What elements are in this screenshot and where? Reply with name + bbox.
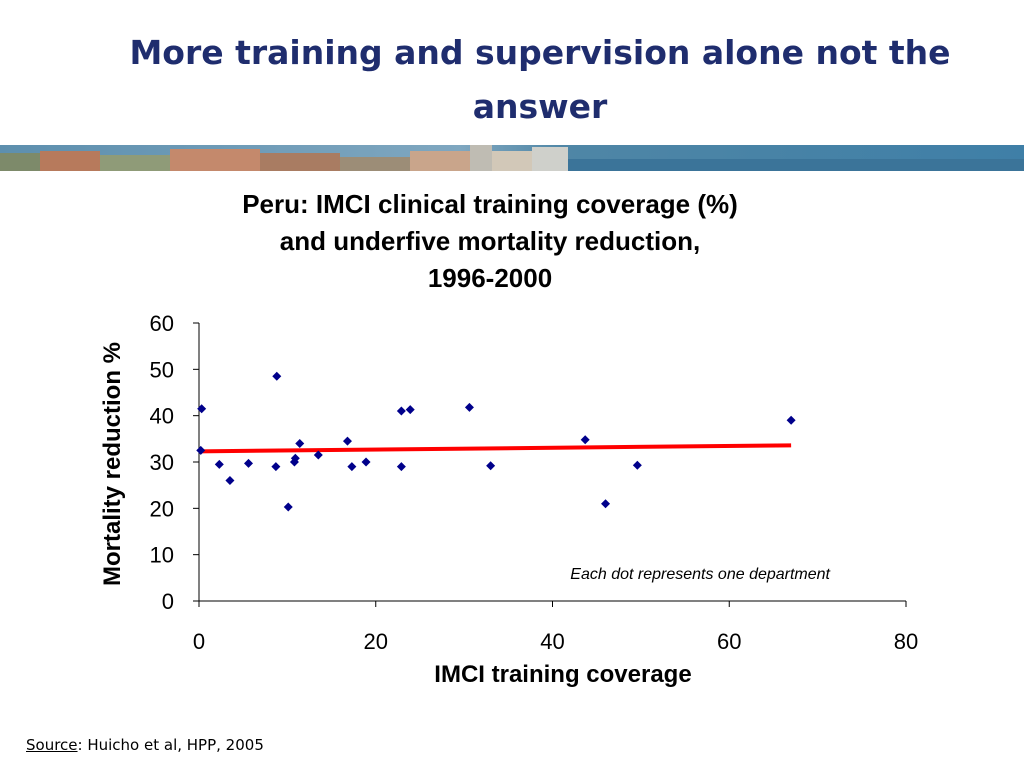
x-tick-label: 0 bbox=[193, 629, 205, 654]
x-tick-label: 60 bbox=[717, 629, 741, 654]
data-point bbox=[214, 459, 224, 469]
chart-title-line: Peru: IMCI clinical training coverage (%… bbox=[242, 189, 738, 219]
data-point bbox=[601, 499, 611, 509]
data-points bbox=[196, 371, 796, 512]
y-tick-label: 50 bbox=[150, 357, 174, 382]
data-point bbox=[225, 476, 235, 486]
y-tick-label: 10 bbox=[150, 543, 174, 568]
y-axis-ticks: 0 10 20 30 40 50 60 bbox=[150, 311, 199, 614]
data-point bbox=[290, 453, 300, 463]
source-label: Source bbox=[26, 736, 78, 754]
chart-title-line: and underfive mortality reduction, bbox=[280, 226, 700, 256]
y-axis-label: Mortality reduction % bbox=[99, 342, 126, 586]
x-tick-label: 80 bbox=[894, 629, 918, 654]
data-point bbox=[283, 502, 293, 512]
data-point bbox=[197, 404, 207, 414]
data-point bbox=[580, 435, 590, 445]
data-point bbox=[272, 371, 282, 381]
data-point bbox=[342, 436, 352, 446]
data-point bbox=[196, 445, 206, 455]
y-tick-label: 60 bbox=[150, 311, 174, 336]
y-tick-label: 20 bbox=[150, 496, 174, 521]
data-point bbox=[271, 462, 281, 472]
scatter-chart: Peru: IMCI clinical training coverage (%… bbox=[99, 189, 918, 688]
x-tick-label: 40 bbox=[540, 629, 564, 654]
data-point bbox=[243, 458, 253, 468]
data-point bbox=[361, 457, 371, 467]
data-point bbox=[396, 462, 406, 472]
source-text: : Huicho et al, HPP, 2005 bbox=[77, 736, 264, 754]
chart-title: Peru: IMCI clinical training coverage (%… bbox=[242, 189, 738, 293]
x-axis-ticks: 0 20 40 60 80 bbox=[193, 601, 918, 654]
data-point bbox=[405, 405, 415, 415]
trendline bbox=[198, 443, 792, 454]
x-tick-label: 20 bbox=[364, 629, 388, 654]
data-point bbox=[486, 461, 496, 471]
data-point bbox=[632, 460, 642, 470]
y-tick-label: 0 bbox=[162, 589, 174, 614]
slide-title: More training and supervision alone not … bbox=[129, 33, 951, 126]
data-point bbox=[786, 415, 796, 425]
y-tick-label: 30 bbox=[150, 450, 174, 475]
data-point bbox=[295, 438, 305, 448]
banner-photo bbox=[0, 145, 1024, 171]
data-point bbox=[396, 406, 406, 416]
data-point bbox=[347, 462, 357, 472]
y-tick-label: 40 bbox=[150, 404, 174, 429]
data-point bbox=[464, 402, 474, 412]
x-axis-label: IMCI training coverage bbox=[434, 661, 691, 688]
data-point bbox=[313, 450, 323, 460]
source-citation: Source: Huicho et al, HPP, 2005 bbox=[26, 736, 264, 754]
chart-title-line: 1996-2000 bbox=[428, 263, 552, 293]
chart-annotation: Each dot represents one department bbox=[570, 566, 830, 583]
